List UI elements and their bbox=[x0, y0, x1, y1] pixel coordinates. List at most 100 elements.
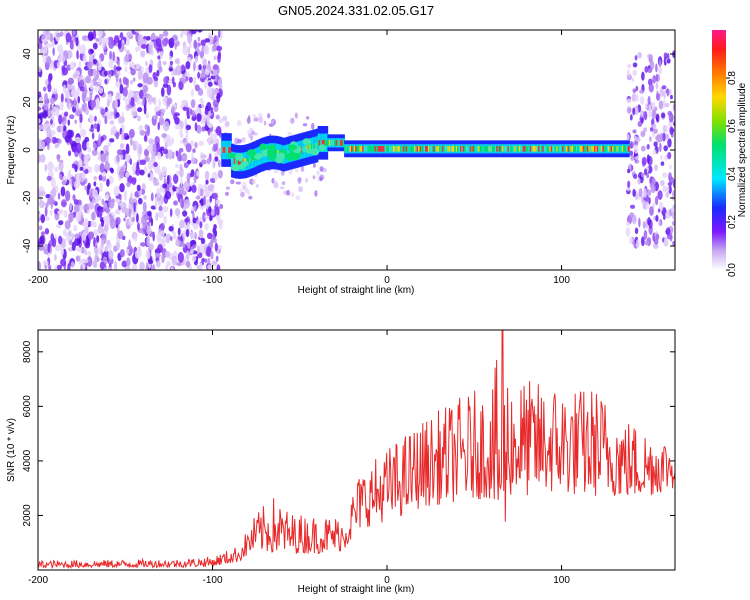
heatmap-cell bbox=[640, 130, 646, 138]
heatmap-cell bbox=[649, 127, 654, 132]
heatmap-cell bbox=[171, 255, 178, 266]
heatmap-cell bbox=[104, 78, 108, 85]
heatmap-cell bbox=[649, 60, 655, 71]
heatmap-cell bbox=[235, 153, 243, 161]
heatmap-cell bbox=[517, 145, 520, 152]
heatmap-cell bbox=[130, 68, 136, 76]
heatmap-cell bbox=[284, 153, 295, 160]
heatmap-cell bbox=[660, 161, 665, 166]
heatmap-cell bbox=[187, 159, 192, 165]
heatmap-cell bbox=[190, 30, 197, 35]
heatmap-cell bbox=[406, 145, 410, 152]
snr-frame bbox=[37, 329, 676, 571]
heatmap-cell bbox=[402, 145, 405, 152]
heatmap-cell bbox=[490, 145, 493, 152]
heatmap-cell bbox=[651, 123, 657, 129]
heatmap-cell bbox=[638, 217, 641, 228]
heatmap-cell bbox=[80, 264, 83, 270]
heatmap-cell bbox=[507, 145, 510, 152]
heatmap-cell bbox=[668, 112, 674, 123]
heatmap-cell bbox=[227, 152, 236, 159]
heatmap-cell bbox=[91, 132, 95, 140]
heatmap-cell bbox=[97, 30, 103, 38]
heatmap-cell bbox=[174, 207, 181, 217]
heatmap-cell bbox=[124, 266, 131, 270]
heatmap-cell bbox=[494, 145, 498, 152]
heatmap-cell bbox=[128, 239, 132, 251]
heatmap-cell bbox=[663, 215, 666, 220]
heatmap-cell bbox=[251, 179, 256, 184]
heatmap-cell bbox=[319, 176, 323, 182]
heatmap-cell bbox=[162, 183, 168, 189]
heatmap-cell bbox=[104, 115, 108, 125]
heatmap-cell bbox=[381, 145, 385, 152]
heatmap-cell bbox=[644, 168, 647, 176]
heatmap-cell bbox=[553, 145, 556, 152]
snr-ylabel: SNR (10 * v/v) bbox=[6, 418, 17, 482]
heatmap-cell bbox=[154, 252, 161, 258]
heatmap-cell bbox=[136, 115, 141, 122]
heatmap-cell bbox=[101, 218, 105, 228]
heatmap-cell bbox=[62, 228, 67, 237]
heatmap-cell bbox=[666, 88, 670, 97]
heatmap-cell bbox=[499, 145, 502, 152]
heatmap-cell bbox=[179, 132, 184, 139]
heatmap-cell bbox=[182, 45, 189, 56]
heatmap-cell bbox=[73, 203, 80, 214]
heatmap-cell bbox=[214, 204, 217, 212]
heatmap-cell bbox=[654, 195, 659, 206]
heatmap-cell bbox=[146, 225, 152, 235]
heatmap-cell bbox=[75, 255, 80, 262]
heatmap-cell bbox=[664, 154, 668, 161]
heatmap-cell bbox=[64, 134, 72, 143]
heatmap-cell bbox=[101, 198, 105, 205]
heatmap-cell bbox=[176, 187, 179, 194]
heatmap-cell bbox=[83, 204, 90, 211]
heatmap-cell bbox=[198, 64, 202, 71]
heatmap-cell bbox=[614, 145, 618, 152]
heatmap-cell bbox=[187, 33, 193, 44]
heatmap-cell bbox=[98, 37, 103, 46]
heatmap-cell bbox=[60, 246, 64, 256]
heatmap-cell bbox=[649, 182, 654, 189]
heatmap-cell bbox=[640, 172, 645, 178]
heatmap-cell bbox=[312, 162, 316, 168]
heatmap-cell bbox=[669, 232, 673, 242]
heatmap-cell bbox=[577, 145, 580, 152]
heatmap-cell bbox=[225, 186, 230, 190]
heatmap-cell bbox=[168, 225, 174, 232]
heatmap-cell bbox=[359, 145, 362, 152]
heatmap-cell bbox=[609, 145, 612, 152]
heatmap-cell bbox=[521, 145, 524, 152]
heatmap-cell bbox=[166, 139, 173, 147]
heatmap-cell bbox=[48, 196, 55, 205]
heatmap-cell bbox=[46, 175, 52, 181]
heatmap-cell bbox=[191, 255, 197, 262]
heatmap-cell bbox=[238, 159, 241, 165]
heatmap-cell bbox=[207, 122, 213, 128]
heatmap-cell bbox=[313, 143, 316, 150]
heatmap-cell bbox=[594, 145, 597, 152]
heatmap-cell bbox=[305, 145, 308, 152]
heatmap-cell bbox=[182, 210, 188, 217]
heatmap-cell bbox=[89, 128, 95, 133]
heatmap-cell bbox=[155, 142, 160, 152]
heatmap-cell bbox=[108, 38, 115, 50]
heatmap-cell bbox=[106, 178, 110, 187]
heatmap-cell bbox=[311, 148, 320, 156]
heatmap-cell bbox=[146, 144, 153, 152]
heatmap-cell bbox=[236, 158, 239, 165]
heatmap-cell bbox=[571, 145, 574, 152]
heatmap-cell bbox=[346, 145, 350, 152]
heatmap-cell bbox=[567, 145, 570, 152]
heatmap-cell bbox=[155, 260, 161, 268]
heatmap-cell bbox=[493, 145, 496, 152]
heatmap-cell bbox=[193, 76, 197, 87]
heatmap-cell bbox=[196, 113, 202, 122]
heatmap-cell bbox=[663, 91, 666, 99]
heatmap-cell bbox=[363, 145, 366, 152]
heatmap-cell bbox=[204, 223, 209, 231]
heatmap-cell bbox=[119, 143, 125, 149]
heatmap-cell bbox=[79, 86, 86, 92]
heatmap-cell bbox=[492, 145, 495, 152]
